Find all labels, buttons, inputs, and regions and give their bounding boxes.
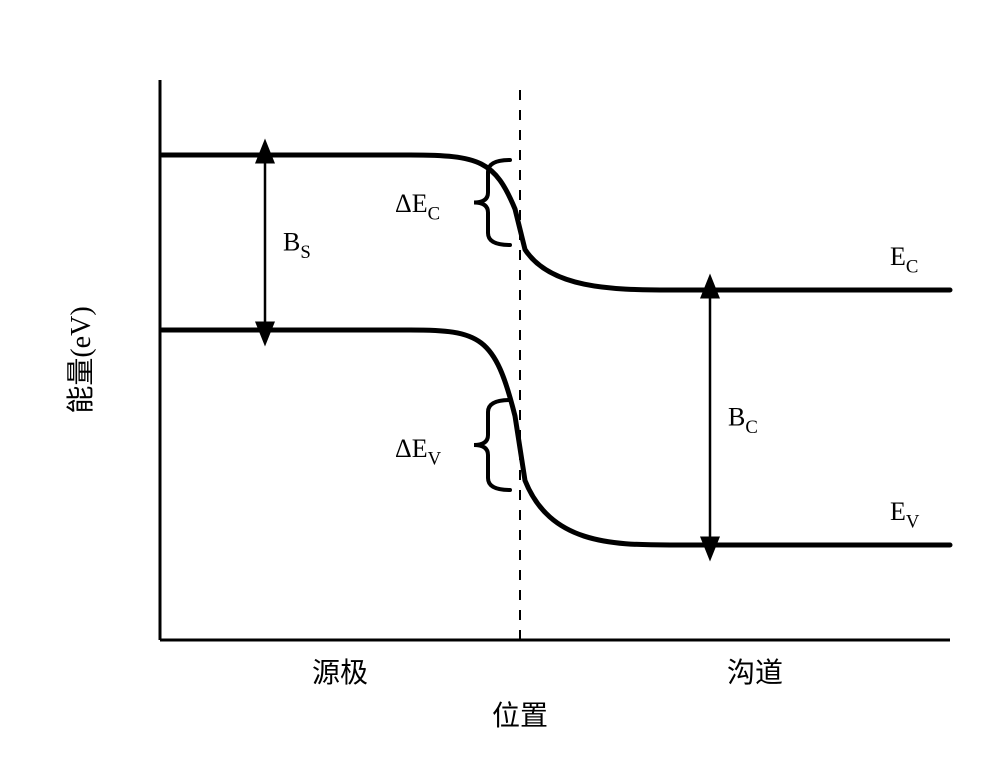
valence-band — [162, 330, 950, 545]
band-diagram-svg: 能量(eV) 位置 源极 沟道 EC EV BS BC ΔEC ΔEV — [20, 20, 1000, 755]
delta-ev-bracket — [474, 400, 510, 490]
band-diagram-container: 能量(eV) 位置 源极 沟道 EC EV BS BC ΔEC ΔEV — [20, 20, 1000, 755]
bs-label: BS — [283, 228, 311, 263]
conduction-band — [162, 155, 950, 290]
channel-region-label: 沟道 — [727, 657, 783, 689]
source-region-label: 源极 — [312, 657, 368, 689]
x-axis-label: 位置 — [492, 700, 548, 732]
ec-label: EC — [890, 242, 918, 277]
delta-ec-label: ΔEC — [395, 189, 440, 224]
bc-label: BC — [728, 403, 758, 438]
delta-ev-label: ΔEV — [395, 434, 442, 469]
ev-label: EV — [890, 497, 920, 532]
y-axis-label: 能量(eV) — [65, 306, 97, 413]
